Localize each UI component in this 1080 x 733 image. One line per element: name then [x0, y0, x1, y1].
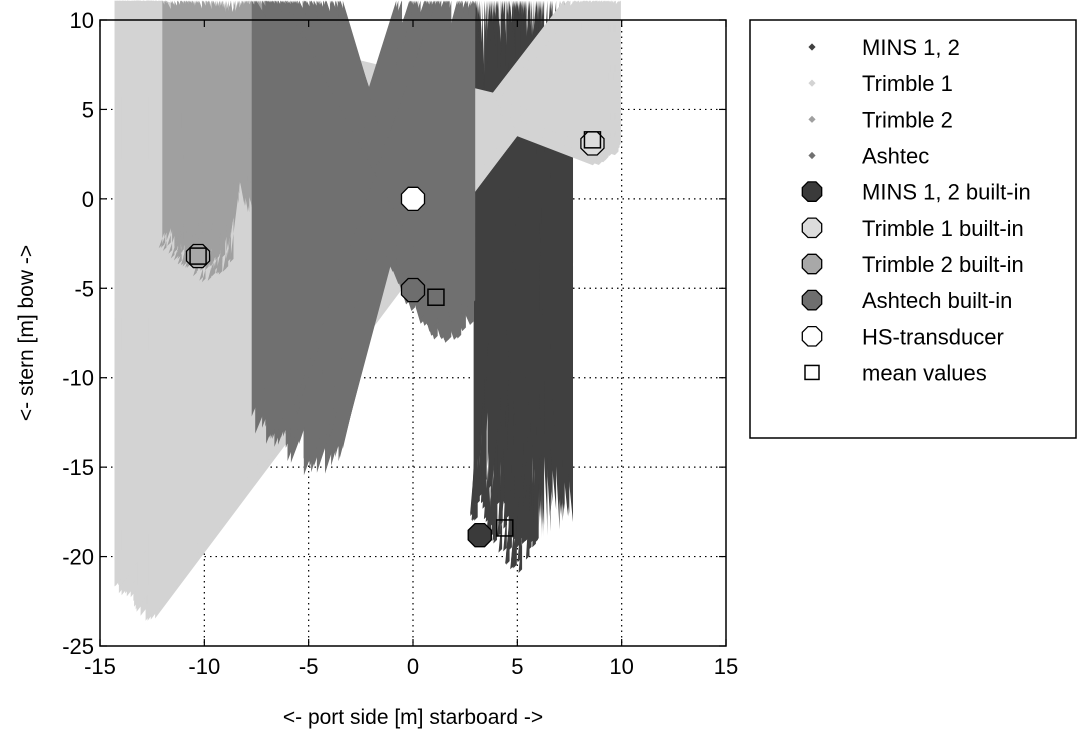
x-tick-label: 5 [511, 654, 523, 679]
legend-label: Ashtech built-in [862, 288, 1012, 313]
x-tick-label: -5 [299, 654, 319, 679]
legend-marker [808, 115, 816, 123]
y-tick-label: -15 [62, 455, 94, 480]
built-in-marker [467, 522, 492, 548]
legend-marker [801, 181, 823, 202]
legend-label: Ashtec [862, 143, 929, 168]
legend-label: HS-transducer [862, 324, 1004, 349]
x-tick-label: -15 [84, 654, 116, 679]
y-tick-label: 5 [82, 97, 94, 122]
mean-value-marker [583, 131, 602, 149]
mean-value-marker [427, 288, 445, 306]
legend-label: Trimble 1 built-in [862, 216, 1024, 241]
legend-marker [808, 79, 816, 87]
built-in-marker [580, 131, 605, 156]
y-tick-label: 0 [82, 187, 94, 212]
legend-marker [808, 151, 816, 160]
x-tick-label: 10 [609, 654, 633, 679]
y-tick-label: -5 [74, 276, 94, 301]
y-tick-label: -20 [62, 545, 94, 570]
x-axis-label: <- port side [m] starboard -> [283, 706, 543, 729]
x-tick-label: 0 [407, 654, 419, 679]
legend-label: MINS 1, 2 built-in [862, 180, 1031, 205]
legend-label: MINS 1, 2 [862, 35, 960, 60]
y-tick-label: -10 [62, 366, 94, 391]
x-tick-label: 15 [714, 654, 738, 679]
scatter-point [283, 0, 437, 437]
y-tick-label: -25 [62, 634, 94, 659]
mean-value-marker [496, 519, 514, 537]
legend-marker [801, 289, 823, 311]
legend: MINS 1, 2 Trimble 1 Trimble 2 Ashtec MINS 1,… [749, 19, 1077, 439]
scatter-points [114, 0, 621, 621]
built-in-marker [400, 186, 426, 212]
legend-marker [801, 217, 823, 239]
scatter-point [180, 0, 254, 253]
y-tick-label: 10 [70, 8, 94, 33]
built-in-marker [185, 243, 211, 269]
built-in-markers [185, 131, 605, 548]
legend-label: Trimble 2 [862, 107, 953, 132]
legend-marker [808, 43, 816, 51]
y-axis-label: <- stern [m] bow -> [15, 245, 38, 421]
legend-marker [801, 325, 823, 347]
mean-value-marker [189, 247, 207, 265]
legend-marker [804, 364, 820, 381]
x-tick-label: -10 [188, 654, 220, 679]
legend-marker [801, 253, 823, 275]
legend-label: Trimble 2 built-in [862, 252, 1024, 277]
axis-ticks: -15 -10 -5 0 5 10 15 10 5 0 -5 -10 -15 -20 -25 [62, 8, 738, 679]
built-in-marker [400, 277, 426, 303]
legend-label: Trimble 1 [862, 71, 953, 96]
legend-label: mean values [862, 360, 987, 385]
